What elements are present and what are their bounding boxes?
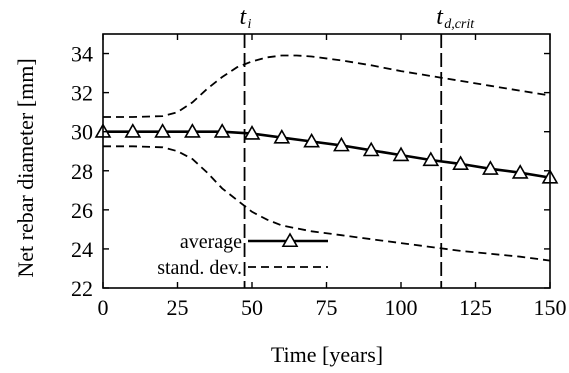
markers-layer <box>94 123 559 184</box>
legend-label: average <box>180 231 242 253</box>
vertical-marker-label-sub: d,crit <box>444 17 475 32</box>
average-point <box>303 132 320 148</box>
legend-label: stand. dev. <box>157 257 242 279</box>
x-tick-label: 75 <box>316 295 338 320</box>
x-tick-label: 100 <box>385 295 418 320</box>
average-point <box>243 125 261 140</box>
y-tick-label: 32 <box>71 81 93 106</box>
x-tick-label: 150 <box>534 295 567 320</box>
average-point <box>184 123 201 138</box>
average-point <box>213 123 231 138</box>
x-tick-label: 25 <box>167 295 189 320</box>
series-layer <box>103 54 551 262</box>
vertical-marker-label: t <box>240 4 248 30</box>
y-tick-label: 34 <box>71 42 93 67</box>
average-point <box>154 123 171 138</box>
average-point <box>124 123 142 138</box>
average-point <box>422 151 440 167</box>
y-axis-title: Net rebar diameter [mm] <box>13 58 38 277</box>
y-tick-label: 22 <box>71 276 93 301</box>
legend-swatch-marker <box>281 232 299 248</box>
vertical-lines-layer: t i t d,crit <box>240 4 475 288</box>
std-dev-line <box>103 145 551 262</box>
legend: average stand. dev. <box>157 231 328 279</box>
std-dev-line <box>103 54 551 118</box>
average-point <box>362 141 380 157</box>
plot-frame <box>102 33 551 289</box>
average-point <box>511 164 529 179</box>
average-point <box>452 155 469 170</box>
x-tick-label: 125 <box>459 295 492 320</box>
y-tick-label: 28 <box>71 159 93 184</box>
y-tick-label: 30 <box>71 120 93 145</box>
average-point <box>392 146 410 162</box>
y-tick-label: 26 <box>71 198 93 223</box>
average-point <box>482 160 499 175</box>
vertical-marker-label: t <box>436 4 444 30</box>
x-tick-label: 0 <box>98 295 109 320</box>
y-tick-label: 24 <box>71 237 93 262</box>
average-line <box>103 130 551 179</box>
x-axis-title: Time [years] <box>271 342 383 367</box>
average-point <box>273 128 291 144</box>
x-tick-label: 50 <box>241 295 263 320</box>
axes-layer: 0 25 50 75 100 125 150 22 24 26 28 30 32 34 <box>71 33 567 320</box>
vertical-marker-label-sub: i <box>248 17 252 32</box>
average-point <box>333 136 350 152</box>
